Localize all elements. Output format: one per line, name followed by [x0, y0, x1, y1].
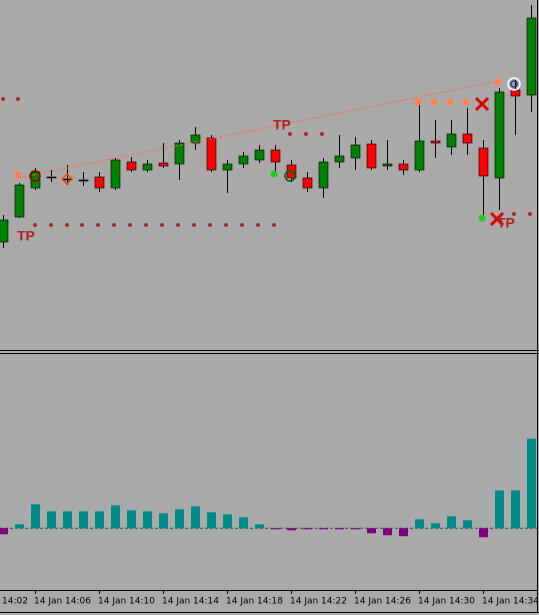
- candle-body: [110, 159, 121, 189]
- candle-body: [446, 133, 457, 148]
- tp-label: TP: [273, 117, 291, 133]
- candle-body: [222, 163, 233, 171]
- candle-body: [478, 147, 489, 177]
- x-tick-label: 14 Jan 14:18: [226, 597, 283, 607]
- histogram-bar: [223, 514, 232, 529]
- histogram-bar: [479, 528, 488, 538]
- candle-body: [350, 144, 361, 159]
- candle-body: [254, 149, 265, 161]
- histogram-bar: [431, 523, 440, 529]
- tp-line: [17, 80, 499, 179]
- histogram-bar: [79, 511, 88, 529]
- histogram-bar: [495, 490, 504, 529]
- markers: [29, 77, 521, 186]
- candle-body: [398, 163, 409, 171]
- histogram-bar: [367, 528, 376, 534]
- tp-label: TP: [17, 228, 35, 244]
- histogram-bar: [127, 510, 136, 529]
- histogram-bar: [415, 519, 424, 529]
- histogram-bar: [447, 516, 456, 529]
- histogram-bar: [63, 511, 72, 529]
- x-tick-label: 14 Jan 14:30: [418, 597, 475, 607]
- candle-body: [0, 219, 9, 243]
- histogram-bar: [527, 438, 536, 529]
- x-tick-label: 14 Jan 14:26: [354, 597, 411, 607]
- candle-body: [510, 89, 521, 97]
- x-tick-label: 14 Jan 14:06: [34, 597, 91, 607]
- histogram-bar: [0, 528, 8, 535]
- candle-body: [526, 17, 537, 96]
- candle-body: [46, 176, 57, 179]
- entry-dots: [14, 78, 502, 179]
- candle-body: [158, 162, 169, 167]
- histogram-bar: [303, 528, 312, 530]
- candle-body: [318, 161, 329, 189]
- candle-body: [494, 91, 505, 179]
- candle-body: [462, 133, 473, 144]
- histogram-bar: [15, 524, 24, 529]
- histogram-bar: [95, 511, 104, 529]
- x-tick-label: 14 Jan 14:22: [290, 597, 347, 607]
- candle-body: [126, 161, 137, 171]
- histogram-bar: [31, 504, 40, 529]
- candle-body: [14, 184, 25, 218]
- x-axis-labels: 14 Jan 14:02 14 Jan 14:06 14 Jan 14:10 14 …: [0, 590, 539, 607]
- histogram-bar: [511, 490, 520, 529]
- histogram-bar: [111, 505, 120, 529]
- histogram-bar: [207, 512, 216, 529]
- candle-body: [302, 177, 313, 189]
- histogram-bar: [399, 528, 408, 537]
- candle-body: [334, 155, 345, 163]
- candle-body: [190, 134, 201, 144]
- x-tick-label: 14 Jan 14:10: [98, 597, 155, 607]
- dot-row: [33, 132, 532, 227]
- histogram-bar: [191, 506, 200, 529]
- histogram-bar: [143, 511, 152, 529]
- histogram-bar: [463, 520, 472, 529]
- candle-body: [174, 142, 185, 165]
- histogram-bar: [239, 517, 248, 529]
- candle-body: [142, 163, 153, 171]
- signals: TP TP TP: [1, 77, 532, 244]
- histogram-bar: [351, 528, 360, 530]
- candle-body: [206, 137, 217, 171]
- histogram-bar: [335, 528, 344, 530]
- price-panel: [0, 5, 537, 248]
- candle-body: [78, 179, 89, 182]
- candle-body: [382, 163, 393, 167]
- tp-label: TP: [497, 215, 515, 231]
- indicator-panel: [0, 438, 537, 538]
- x-tick-label: 14 Jan 14:34: [482, 597, 539, 607]
- candle-body: [430, 140, 441, 144]
- candle-body: [414, 140, 425, 171]
- histogram-bar: [271, 528, 280, 530]
- x-tick-label: 14 Jan 14:02: [0, 597, 28, 607]
- histogram-bar: [319, 528, 328, 530]
- histogram-bar: [159, 513, 168, 529]
- green-dots: [270, 170, 486, 222]
- candle-body: [94, 176, 105, 189]
- exit-cross: [474, 96, 505, 227]
- candle-body: [366, 143, 377, 169]
- histogram-bar: [383, 528, 392, 536]
- histogram-bar: [47, 511, 56, 529]
- dot: [1, 97, 5, 101]
- candle-body: [270, 149, 281, 163]
- dot: [16, 97, 20, 101]
- histogram-bar: [175, 509, 184, 529]
- histogram-bar: [255, 524, 264, 529]
- histogram-bar: [287, 528, 296, 531]
- candle-body: [238, 155, 249, 165]
- x-tick-label: 14 Jan 14:14: [162, 597, 219, 607]
